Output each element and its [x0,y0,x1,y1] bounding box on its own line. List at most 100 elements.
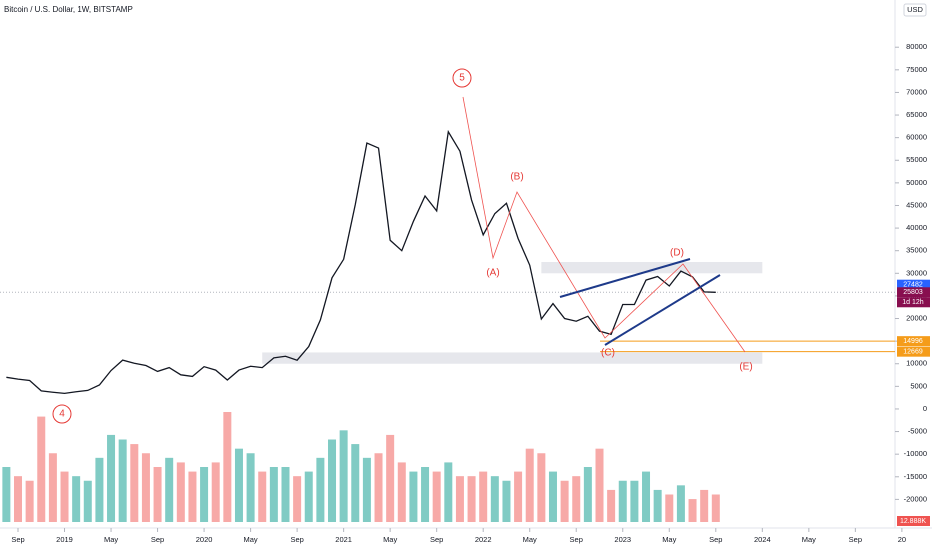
volume-bar [607,489,616,522]
volume-bar [362,457,371,522]
x-tick-label: 2020 [196,535,213,544]
volume-bar [351,444,360,522]
y-tick-label: -20000 [904,494,927,503]
volume-bar [572,476,581,522]
y-tick-label: -15000 [904,472,927,481]
y-tick-label: 35000 [906,246,927,255]
volume-bar [642,471,651,522]
volume-bar [397,462,406,522]
y-tick-label: 20000 [906,314,927,323]
countdown-tag [897,297,930,308]
volume-bar [211,462,220,522]
volume-bar [339,430,348,522]
volume-bar [583,467,592,522]
y-tick-label: 30000 [906,268,927,277]
y-tick-label: 0 [923,404,927,413]
volume-bar [502,480,511,522]
y-tick-label: 45000 [906,200,927,209]
volume-bar [293,476,302,522]
y-tick-label: 40000 [906,223,927,232]
volume-bar [107,434,116,522]
volume-bar [455,476,464,522]
wave-circle [452,68,472,88]
annotation: 5 [459,73,465,84]
volume-bar [525,448,534,522]
volume-bar [304,471,313,522]
y-tick-label: 10000 [906,359,927,368]
chart-title: Bitcoin / U.S. Dollar, 1W, BITSTAMP [4,5,133,14]
zones [0,262,895,364]
x-tick-label: May [383,535,397,544]
y-tick-label: 5000 [910,381,927,390]
level-tag [897,336,930,347]
marks [2,129,720,522]
x-tick-label: Sep [849,535,862,544]
currency-box [903,3,927,17]
volume-bar [223,412,232,522]
wave-circle [52,404,72,424]
volume-bar [409,471,418,522]
volume-bar [258,471,267,522]
volume-bar [188,471,197,522]
wedge-lower [604,274,721,346]
volume-bar [118,439,127,522]
y-tick-label: 75000 [906,65,927,74]
y-tick-label: 60000 [906,133,927,142]
volume-bar [37,416,46,522]
x-tick-label: Sep [290,535,303,544]
x-tick-label: May [802,535,816,544]
y-tick-label: 65000 [906,110,927,119]
x-tick-label: Sep [151,535,164,544]
y-tick-label: 50000 [906,178,927,187]
price-tag [897,279,930,290]
volume-bar [374,453,383,522]
x-tick-label: May [662,535,676,544]
volume-bar [514,471,523,522]
volume-bar [246,453,255,522]
annotation: (A) [486,268,499,279]
volume-bar [269,467,278,522]
volume-bar [490,476,499,522]
countdown: 1d 12h [902,299,924,306]
x-tick-label: 2023 [614,535,631,544]
volume-bar [560,480,569,522]
volume-bar [48,453,57,522]
volume-bar [328,439,337,522]
volume-bar [130,444,139,522]
price-tag [897,287,930,298]
volume-bar [386,434,395,522]
volume-bar [153,467,162,522]
x-tick-label: 2021 [335,535,352,544]
x-tick-label: 2024 [754,535,771,544]
zone [262,352,763,364]
volume-bar [432,471,441,522]
volume-bar [618,480,627,522]
level-tag [897,346,930,357]
x-tick-label: 2019 [56,535,73,544]
volume-bar [14,476,22,522]
volume-bar [595,448,604,522]
x-tick-label: Sep [709,535,722,544]
x-tick-label: May [523,535,537,544]
volume-tag [897,516,930,526]
volume-bar [60,471,69,522]
annotation: 4 [59,409,65,420]
volume-bar [711,494,720,522]
price-line [6,129,716,395]
price-label: 25803 [903,289,923,296]
volume-bar [72,476,81,522]
x-tick-label: May [244,535,258,544]
x-tick-label: May [104,535,118,544]
annotation: (D) [670,248,684,259]
y-tick-label: 70000 [906,87,927,96]
volume-bar [630,480,639,522]
y-tick-label: 80000 [906,42,927,51]
volume-bar [700,489,709,522]
volume-bar [688,499,697,522]
volume-bar [316,457,325,522]
y-tick-label: 55000 [906,155,927,164]
volume-label: 12.888K [900,518,926,525]
volume-bar [421,467,430,522]
axes: 8000075000700006500060000550005000045000… [11,42,930,544]
